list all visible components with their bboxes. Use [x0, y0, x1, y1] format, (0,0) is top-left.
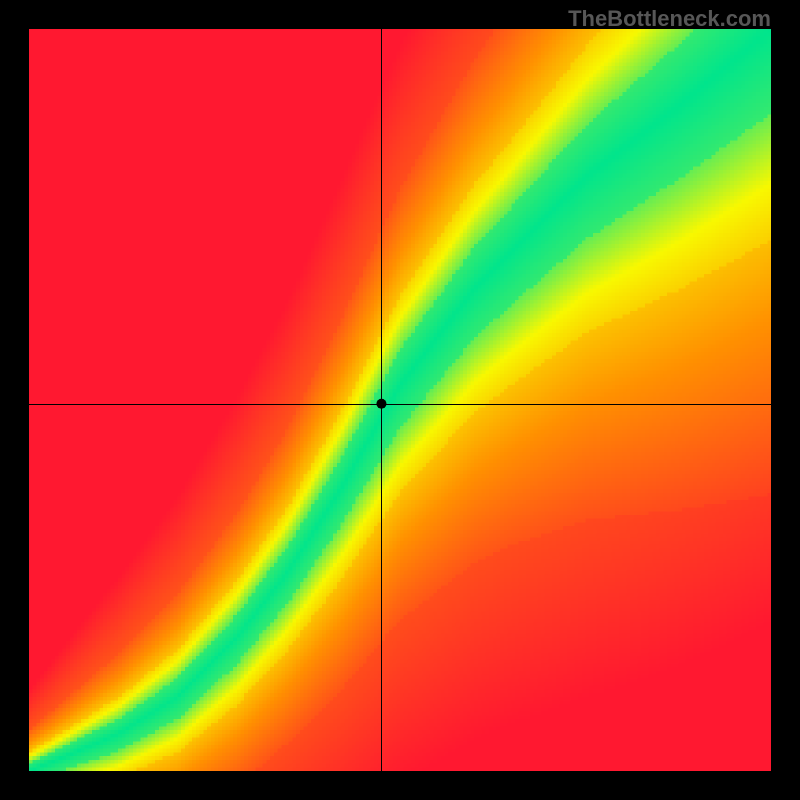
watermark-text: TheBottleneck.com [568, 6, 771, 32]
plot-area [29, 29, 771, 771]
overlay-canvas [29, 29, 771, 771]
image-frame: TheBottleneck.com [0, 0, 800, 800]
